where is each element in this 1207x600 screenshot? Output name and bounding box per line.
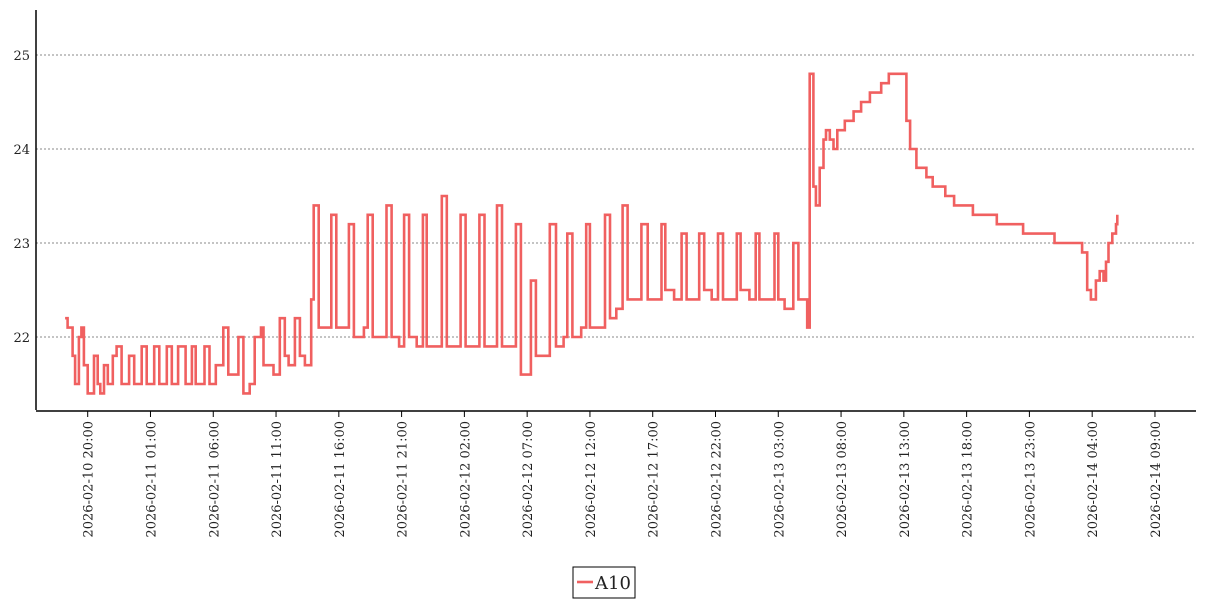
x-tick-label: 2026-02-10 20:00 [82,421,97,538]
x-tick-label: 2026-02-12 12:00 [584,421,599,538]
x-tick-label: 2026-02-11 21:00 [396,421,411,538]
x-tick-labels: 2026-02-10 20:00 2026-02-11 01:00 2026-02-… [82,411,1164,538]
x-tick-label: 2026-02-11 06:00 [207,421,222,538]
legend-label: A10 [594,573,631,594]
x-tick-label: 2026-02-12 07:00 [521,421,536,538]
y-tick-label: 22 [13,331,30,346]
x-tick-label: 2026-02-13 23:00 [1023,421,1038,538]
x-tick-label: 2026-02-11 16:00 [333,421,348,538]
x-tick-label: 2026-02-13 03:00 [772,421,787,538]
x-tick-label: 2026-02-13 08:00 [835,421,850,538]
legend[interactable]: A10 [572,566,636,599]
x-tick-label: 2026-02-12 17:00 [647,421,662,538]
y-tick-label: 23 [13,237,30,252]
x-tick-label: 2026-02-11 01:00 [144,421,159,538]
x-tick-label: 2026-02-14 09:00 [1149,421,1164,538]
x-tick-label: 2026-02-12 02:00 [458,421,473,538]
series-lines [65,72,1119,395]
y-tick-labels: 22 23 24 25 [13,49,30,346]
x-tick-label: 2026-02-13 18:00 [961,421,976,538]
y-gridlines [36,54,1196,338]
axes [35,10,1196,412]
x-tick-label: 2026-02-12 22:00 [710,421,725,538]
x-tick-label: 2026-02-11 11:00 [270,421,285,538]
y-tick-label: 25 [13,49,30,64]
x-tick-label: 2026-02-13 13:00 [898,421,913,538]
x-tick-label: 2026-02-14 04:00 [1086,421,1101,538]
series-line-a10 [65,72,1119,395]
y-tick-label: 24 [13,143,30,158]
